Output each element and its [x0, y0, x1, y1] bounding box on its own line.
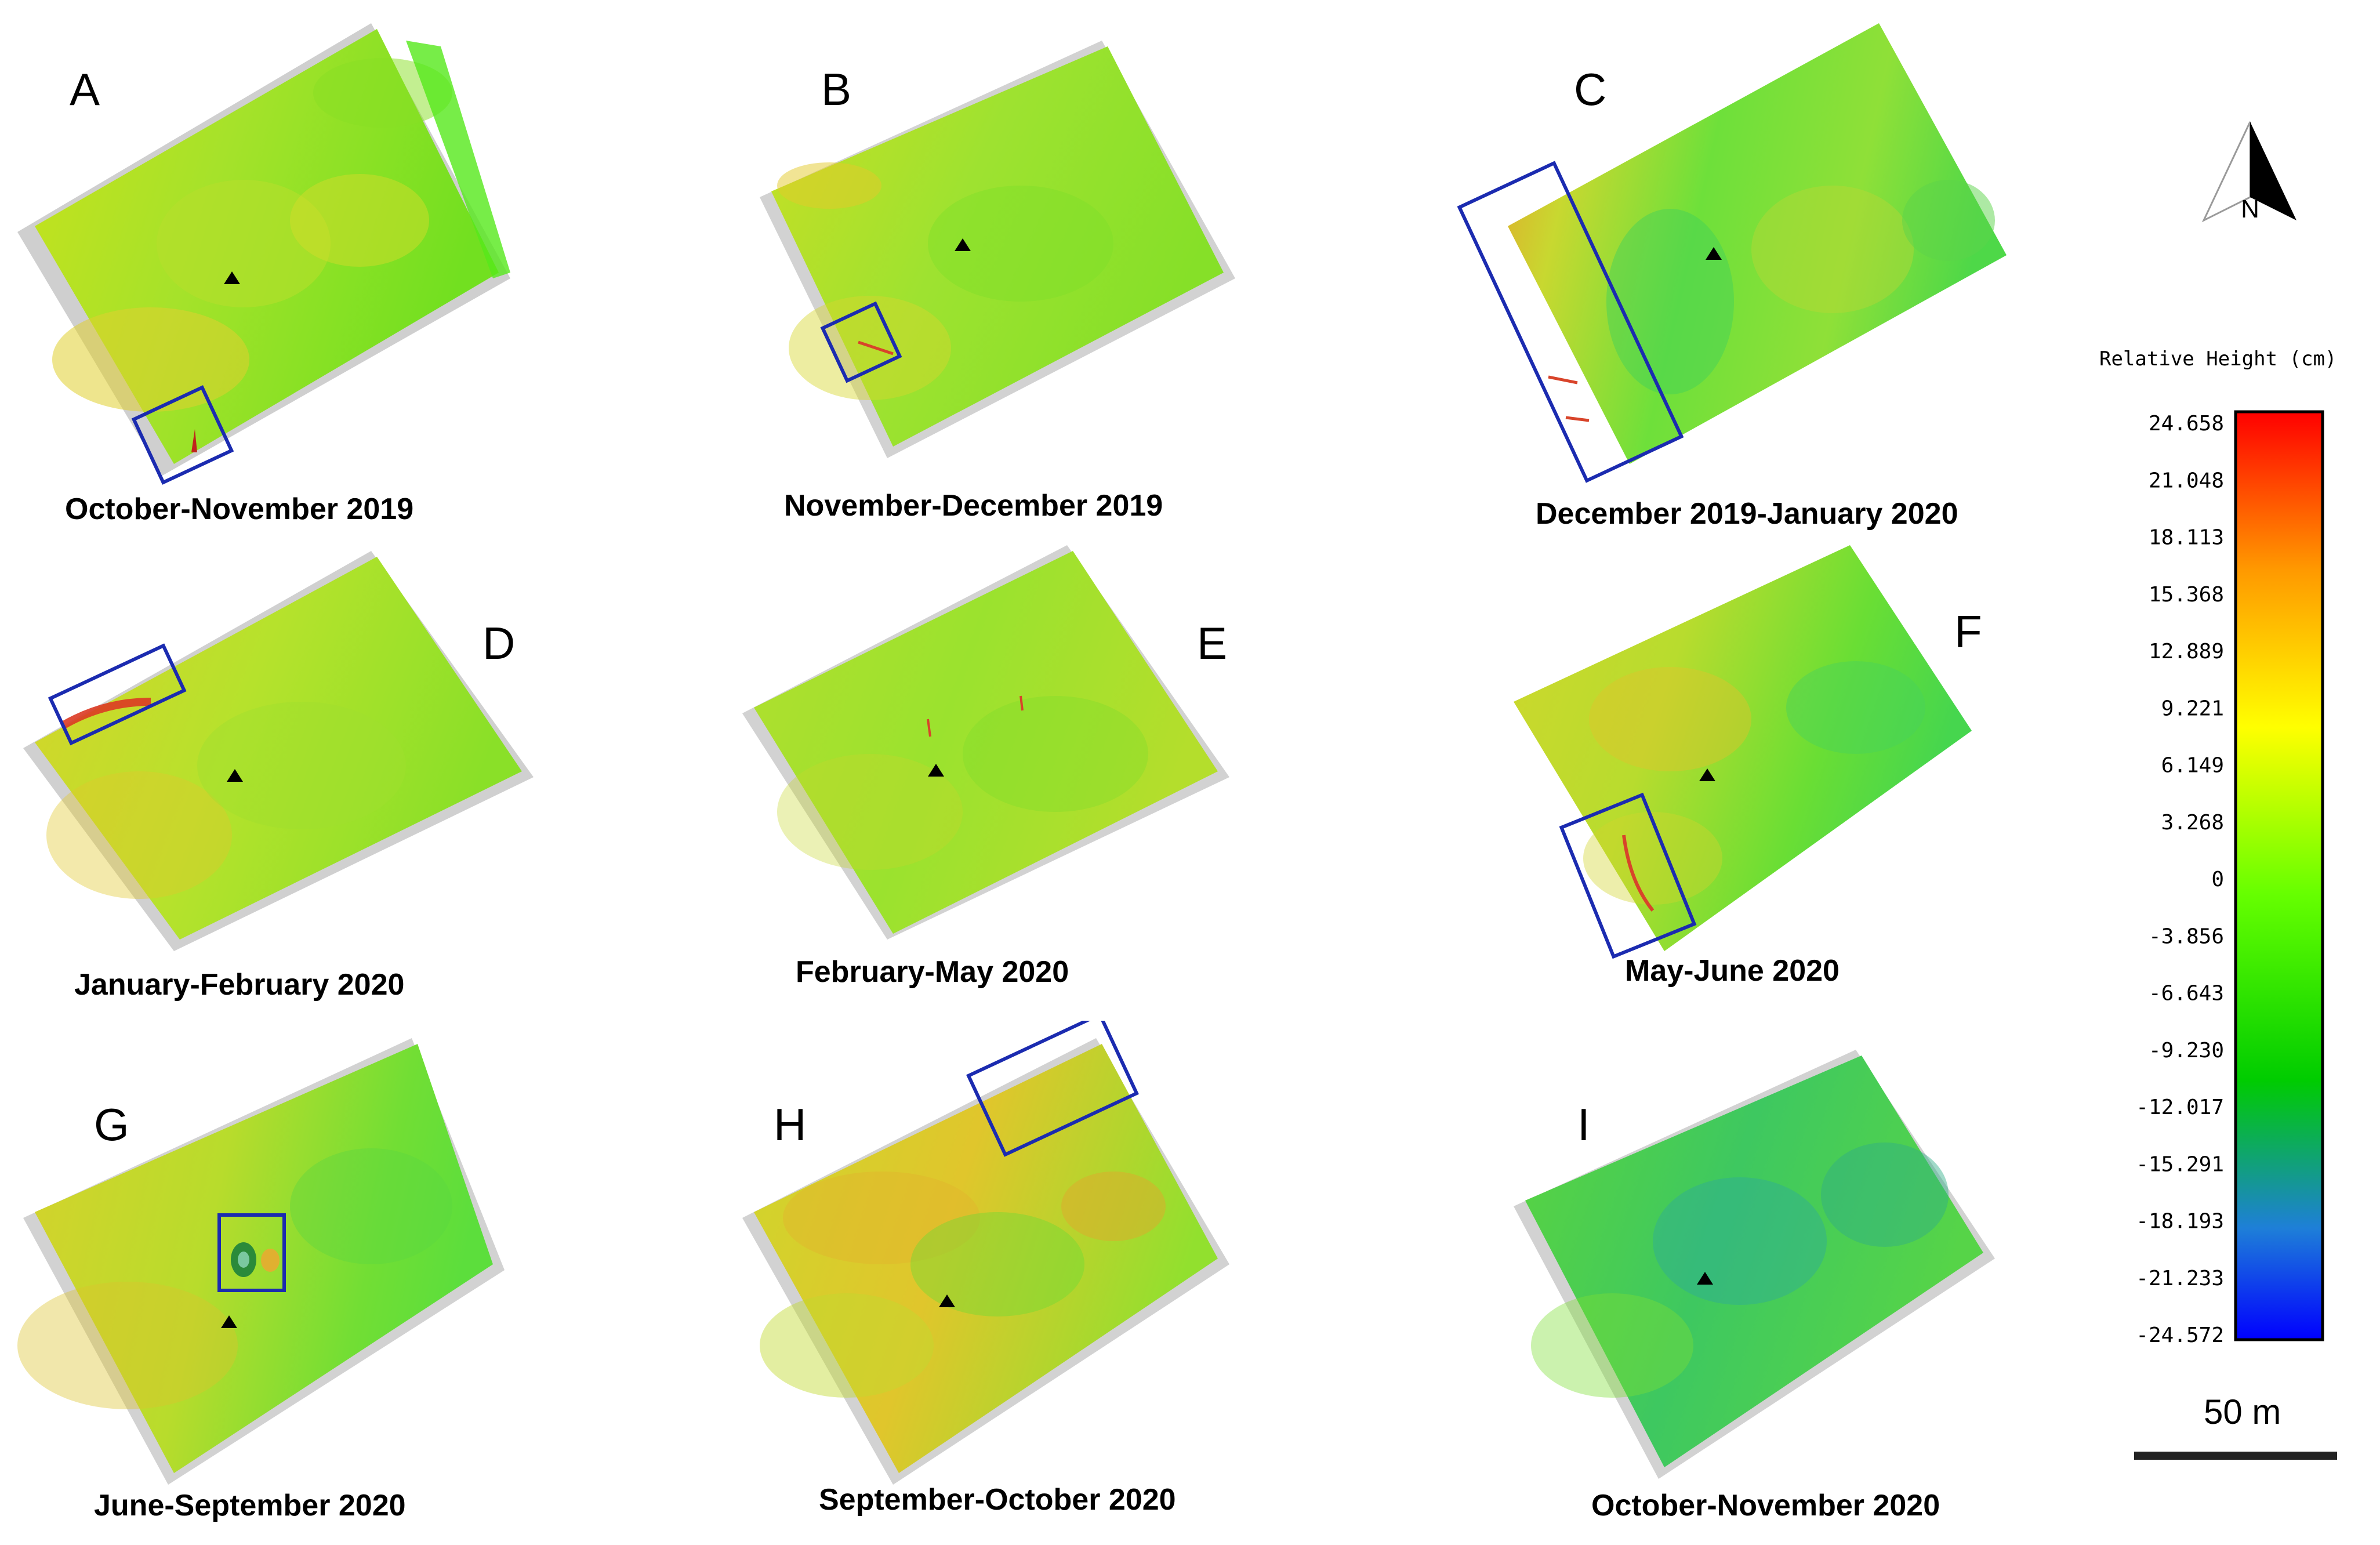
panel-b: B November-December 2019 — [696, 0, 1276, 522]
map-c — [1457, 23, 2007, 483]
map-g — [17, 1038, 505, 1485]
panel-caption: October-November 2020 — [1591, 1489, 1940, 1522]
panel-letter: F — [1954, 606, 1982, 657]
scale-label: 50 m — [2204, 1392, 2281, 1431]
panel-d: D January-February 2020 — [0, 534, 580, 1002]
legend-colorbar — [2234, 410, 2324, 1341]
panel-g: G June-September 2020 — [0, 1021, 580, 1531]
panel-a: A October-November 2019 — [0, 0, 580, 526]
north-arrow: N — [2201, 121, 2296, 223]
panel-letter: H — [774, 1099, 807, 1150]
legend-tick-label: 9.221 — [2161, 697, 2224, 720]
legend-tick-label: 15.368 — [2149, 583, 2224, 607]
map-a — [17, 23, 510, 485]
legend-tick-label: 0 — [2211, 868, 2224, 891]
map-h — [742, 1021, 1229, 1485]
map-e — [742, 545, 1229, 940]
legend-tick-label: -24.572 — [2136, 1323, 2224, 1347]
legend-tick-label: -18.193 — [2136, 1210, 2224, 1234]
panel-h: H September-October 2020 — [696, 1021, 1276, 1531]
legend-tick-label: 18.113 — [2149, 526, 2224, 550]
legend-tick-label: -21.233 — [2136, 1267, 2224, 1290]
map-d — [23, 551, 534, 951]
panel-letter: E — [1197, 618, 1228, 669]
panel-letter: A — [70, 64, 100, 115]
legend-tick-label: 21.048 — [2149, 469, 2224, 492]
legend-tick-label: 12.889 — [2149, 640, 2224, 663]
panel-f: F May-June 2020 — [1450, 534, 2030, 998]
map-b — [760, 41, 1235, 458]
panel-caption: December 2019-January 2020 — [1536, 497, 1958, 531]
panel-letter: I — [1577, 1099, 1590, 1150]
panel-letter: B — [821, 64, 852, 115]
legend-tick-label: -12.017 — [2136, 1096, 2224, 1119]
map-f — [1514, 545, 1972, 959]
panel-caption: September-October 2020 — [819, 1483, 1176, 1517]
panel-caption: February-May 2020 — [796, 955, 1069, 989]
panel-letter: G — [94, 1099, 129, 1150]
legend-tick-label: -6.643 — [2149, 982, 2224, 1006]
panel-caption: November-December 2019 — [784, 489, 1163, 523]
panel-caption: January-February 2020 — [74, 968, 405, 1002]
color-legend: Relative Height (cm) 24.658 21.048 18.113 1… — [2099, 347, 2337, 1347]
panel-e: E February-May 2020 — [696, 534, 1276, 998]
legend-tick-label: -15.291 — [2136, 1152, 2224, 1176]
panel-caption: May-June 2020 — [1625, 954, 1840, 988]
legend-tick-label: -3.856 — [2149, 924, 2224, 948]
panel-letter: C — [1574, 64, 1607, 115]
legend-tick-label: 3.268 — [2161, 811, 2224, 835]
north-label: N — [2241, 195, 2259, 223]
panel-caption: October-November 2019 — [65, 492, 414, 526]
map-i — [1514, 1050, 1995, 1479]
legend-title: Relative Height (cm) — [2099, 347, 2337, 371]
scale-bar — [2134, 1452, 2337, 1460]
panel-caption: June-September 2020 — [94, 1489, 406, 1522]
legend-tick-label: 24.658 — [2149, 412, 2224, 436]
panel-c: C December 2019-January 2020 — [1450, 0, 2030, 545]
legend-tick-label: -9.230 — [2149, 1039, 2224, 1062]
legend-tick-label: 6.149 — [2161, 754, 2224, 778]
panel-letter: D — [482, 618, 516, 669]
panel-i: I October-November 2020 — [1450, 1021, 2030, 1531]
